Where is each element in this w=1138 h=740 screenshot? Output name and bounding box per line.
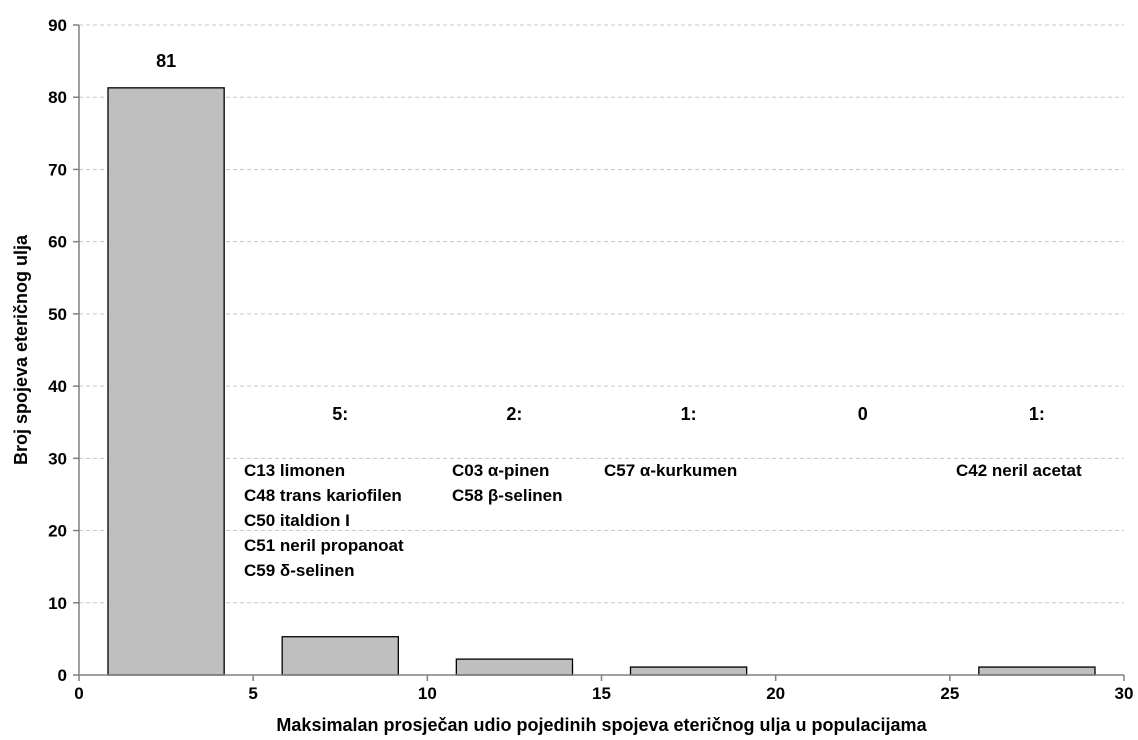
grid-lines (79, 24, 1124, 604)
bar-1 (281, 636, 399, 676)
axes: 0 10 20 30 40 50 60 70 80 90 0 5 10 15 20 25 30 (48, 16, 1133, 703)
compound-label-1-4: C59 δ-selinen (244, 561, 354, 580)
x-tick-label-5: 5 (248, 684, 257, 703)
y-tick-label-40: 40 (48, 377, 67, 396)
compound-label-1-0: C13 limonen (244, 461, 345, 480)
compound-label-1-3: C51 neril propanoat (244, 536, 404, 555)
x-tick-label-20: 20 (766, 684, 785, 703)
compound-label-2-1: C58 β-selinen (452, 486, 563, 505)
compound-label-2-0: C03 α-pinen (452, 461, 549, 480)
y-tick-label-20: 20 (48, 522, 67, 541)
y-tick-label-0: 0 (58, 666, 67, 685)
bar-5 (978, 666, 1096, 676)
y-tick-label-10: 10 (48, 594, 67, 613)
y-tick-label-70: 70 (48, 160, 67, 179)
x-tick-label-0: 0 (74, 684, 83, 703)
compound-label-1-2: C50 italdion I (244, 511, 350, 530)
x-tick-label-15: 15 (592, 684, 611, 703)
x-tick-label-25: 25 (940, 684, 959, 703)
x-tick-label-10: 10 (418, 684, 437, 703)
bars (107, 87, 1096, 676)
data-label-3: 1: (681, 404, 697, 424)
data-label-4: 0 (858, 404, 868, 424)
compound-label-3-0: C57 α-kurkumen (604, 461, 737, 480)
bar-2 (455, 658, 574, 676)
compound-label-1-1: C48 trans kariofilen (244, 486, 402, 505)
y-tick-label-90: 90 (48, 16, 67, 35)
y-tick-label-80: 80 (48, 88, 67, 107)
y-tick-label-50: 50 (48, 305, 67, 324)
y-tick-label-30: 30 (48, 449, 67, 468)
data-label-1: 5: (332, 404, 348, 424)
data-label-5: 1: (1029, 404, 1045, 424)
data-label-2: 2: (506, 404, 522, 424)
y-tick-label-60: 60 (48, 233, 67, 252)
bar-0 (107, 87, 225, 676)
bar-3 (629, 666, 748, 676)
data-labels: 81 5: C13 limonen C48 trans kariofilen C50 i… (156, 51, 1082, 580)
compound-label-5-0: C42 neril acetat (956, 461, 1082, 480)
data-label-0: 81 (156, 51, 176, 71)
x-tick-label-30: 30 (1115, 684, 1134, 703)
x-axis-title: Maksimalan prosječan udio pojedinih spoj… (276, 715, 927, 735)
y-axis-title: Broj spojeva eteričnog ulja (11, 234, 31, 465)
